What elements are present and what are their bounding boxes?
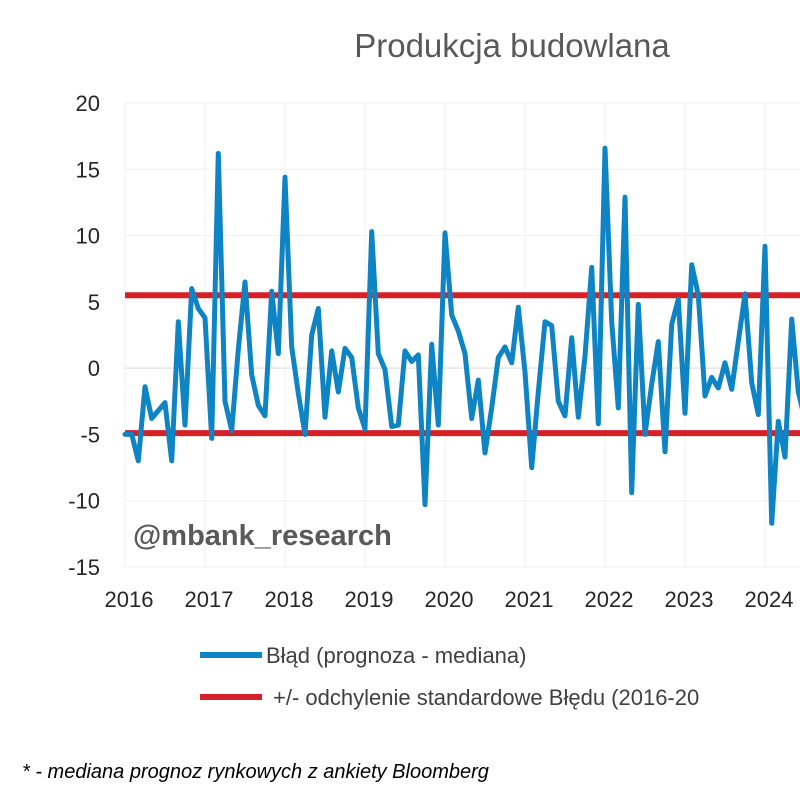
legend-label-stddev: +/- odchylenie standardowe Błędu (2016-2… xyxy=(273,685,699,710)
std-dev-bands xyxy=(125,292,800,437)
y-tick-label: 0 xyxy=(88,356,100,381)
y-axis-ticks: 20 15 10 5 0 -5 -10 -15 xyxy=(68,91,100,580)
watermark: @mbank_research xyxy=(133,520,392,552)
x-axis-ticks: 2016 2017 2018 2019 2020 2021 2022 2023 2024 xyxy=(105,587,794,612)
x-tick-label: 2017 xyxy=(185,587,234,612)
x-tick-label: 2020 xyxy=(425,587,474,612)
footnote: * - mediana prognoz rynkowych z ankiety … xyxy=(22,761,489,783)
y-tick-label: -5 xyxy=(80,422,100,447)
y-tick-label: 15 xyxy=(76,157,100,182)
legend-label-error: Błąd (prognoza - mediana) xyxy=(266,643,526,668)
x-tick-label: 2024 xyxy=(745,587,794,612)
y-tick-label: 10 xyxy=(76,224,100,249)
series-line-error xyxy=(122,145,800,526)
x-tick-label: 2019 xyxy=(345,587,394,612)
x-tick-label: 2022 xyxy=(585,587,634,612)
x-tick-label: 2018 xyxy=(265,587,314,612)
x-tick-label: 2016 xyxy=(105,587,154,612)
x-tick-label: 2023 xyxy=(665,587,714,612)
y-tick-label: -10 xyxy=(68,489,100,514)
x-tick-label: 2021 xyxy=(505,587,554,612)
y-tick-label: -15 xyxy=(68,555,100,580)
chart-title: Produkcja budowlana xyxy=(354,27,670,64)
series-layer xyxy=(122,145,800,526)
legend: Błąd (prognoza - mediana) +/- odchylenie… xyxy=(200,643,699,710)
y-tick-label: 20 xyxy=(76,91,100,116)
y-tick-label: 5 xyxy=(88,290,100,315)
